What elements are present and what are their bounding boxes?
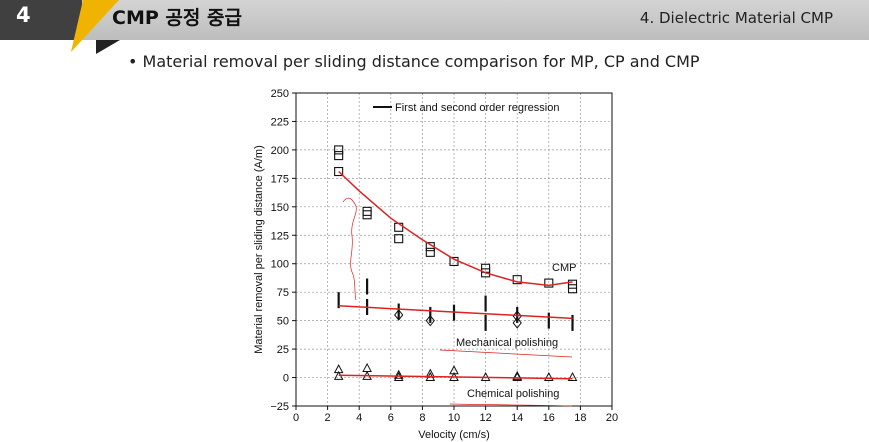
regression-line (338, 170, 573, 287)
chart-labels: First and second order regression CMP Mech… (253, 102, 576, 441)
y-tick-label: 0 (283, 373, 289, 385)
annotation-cmp: CMP (552, 262, 576, 274)
tick-labels: 0 2 4 6 8 10 12 14 16 18 20 −25 0 25 50 75 100 125 150 175 2… (270, 88, 618, 424)
square-point (425, 247, 435, 257)
section-number: 4 (16, 3, 31, 27)
chart-axes (292, 92, 613, 410)
handwritten-underline (439, 349, 573, 358)
x-tick-label: 10 (448, 412, 460, 424)
y-tick-label: 250 (271, 88, 289, 100)
y-tick-label: 25 (277, 344, 289, 356)
y-tick-label: −25 (270, 401, 289, 413)
square-point (512, 275, 522, 285)
x-tick-label: 4 (356, 412, 362, 424)
y-tick-label: 225 (271, 116, 289, 128)
square-point (567, 284, 578, 294)
x-tick-label: 12 (479, 412, 491, 424)
regression-line (338, 305, 573, 320)
y-tick-label: 100 (271, 259, 289, 271)
section-label: 4. Dielectric Material CMP (639, 9, 833, 27)
square-point (567, 279, 578, 289)
x-tick-label: 8 (419, 412, 425, 424)
square-point (334, 166, 344, 177)
y-tick-label: 75 (277, 287, 289, 299)
diamond-point (394, 309, 404, 321)
diamond-point (512, 310, 522, 322)
triangle-point (543, 371, 554, 382)
triangle-point (512, 370, 523, 380)
handwritten-underline (449, 403, 573, 407)
diamond-point (425, 314, 435, 327)
x-axis-label: Velocity (cm/s) (418, 429, 490, 441)
square-point (544, 278, 554, 288)
annotation-mechanical: Mechanical polishing (456, 337, 558, 349)
handwritten-scribble (342, 197, 357, 301)
plot-frame (295, 92, 613, 407)
x-tick-label: 20 (606, 412, 618, 424)
square-point (362, 210, 372, 220)
square-point (334, 145, 344, 155)
x-tick-label: 16 (543, 412, 555, 424)
y-tick-label: 200 (271, 145, 289, 157)
square-point (334, 151, 344, 161)
triangle-point (567, 371, 578, 382)
square-point (481, 268, 491, 278)
y-tick-label: 50 (277, 316, 289, 328)
y-tick-label: 125 (271, 230, 289, 242)
x-tick-label: 6 (388, 412, 394, 424)
triangle-point (512, 371, 523, 382)
y-axis-label: Material removal per sliding distance (A… (253, 145, 265, 353)
grid-lines (296, 93, 612, 406)
square-point (362, 206, 372, 216)
annotation-chemical: Chemical polishing (467, 388, 559, 400)
regression-line (338, 374, 573, 380)
triangle-point (362, 362, 372, 372)
y-tick-label: 175 (271, 173, 289, 185)
legend-label: First and second order regression (395, 102, 559, 114)
section-number-box: 4 (0, 0, 82, 40)
diamond-point (512, 317, 522, 329)
data-marks (333, 145, 578, 382)
decorative-wedge (96, 40, 120, 54)
triangle-point (393, 369, 404, 379)
x-tick-label: 2 (325, 412, 331, 424)
header-bar (0, 0, 869, 40)
x-tick-label: 18 (574, 412, 586, 424)
x-tick-label: 0 (293, 412, 299, 424)
page-title: CMP 공정 중급 (112, 7, 242, 29)
bullet-text: • Material removal per sliding distance … (128, 52, 700, 71)
x-tick-label: 14 (511, 412, 523, 424)
y-tick-label: 150 (271, 202, 289, 214)
square-point (394, 234, 404, 244)
